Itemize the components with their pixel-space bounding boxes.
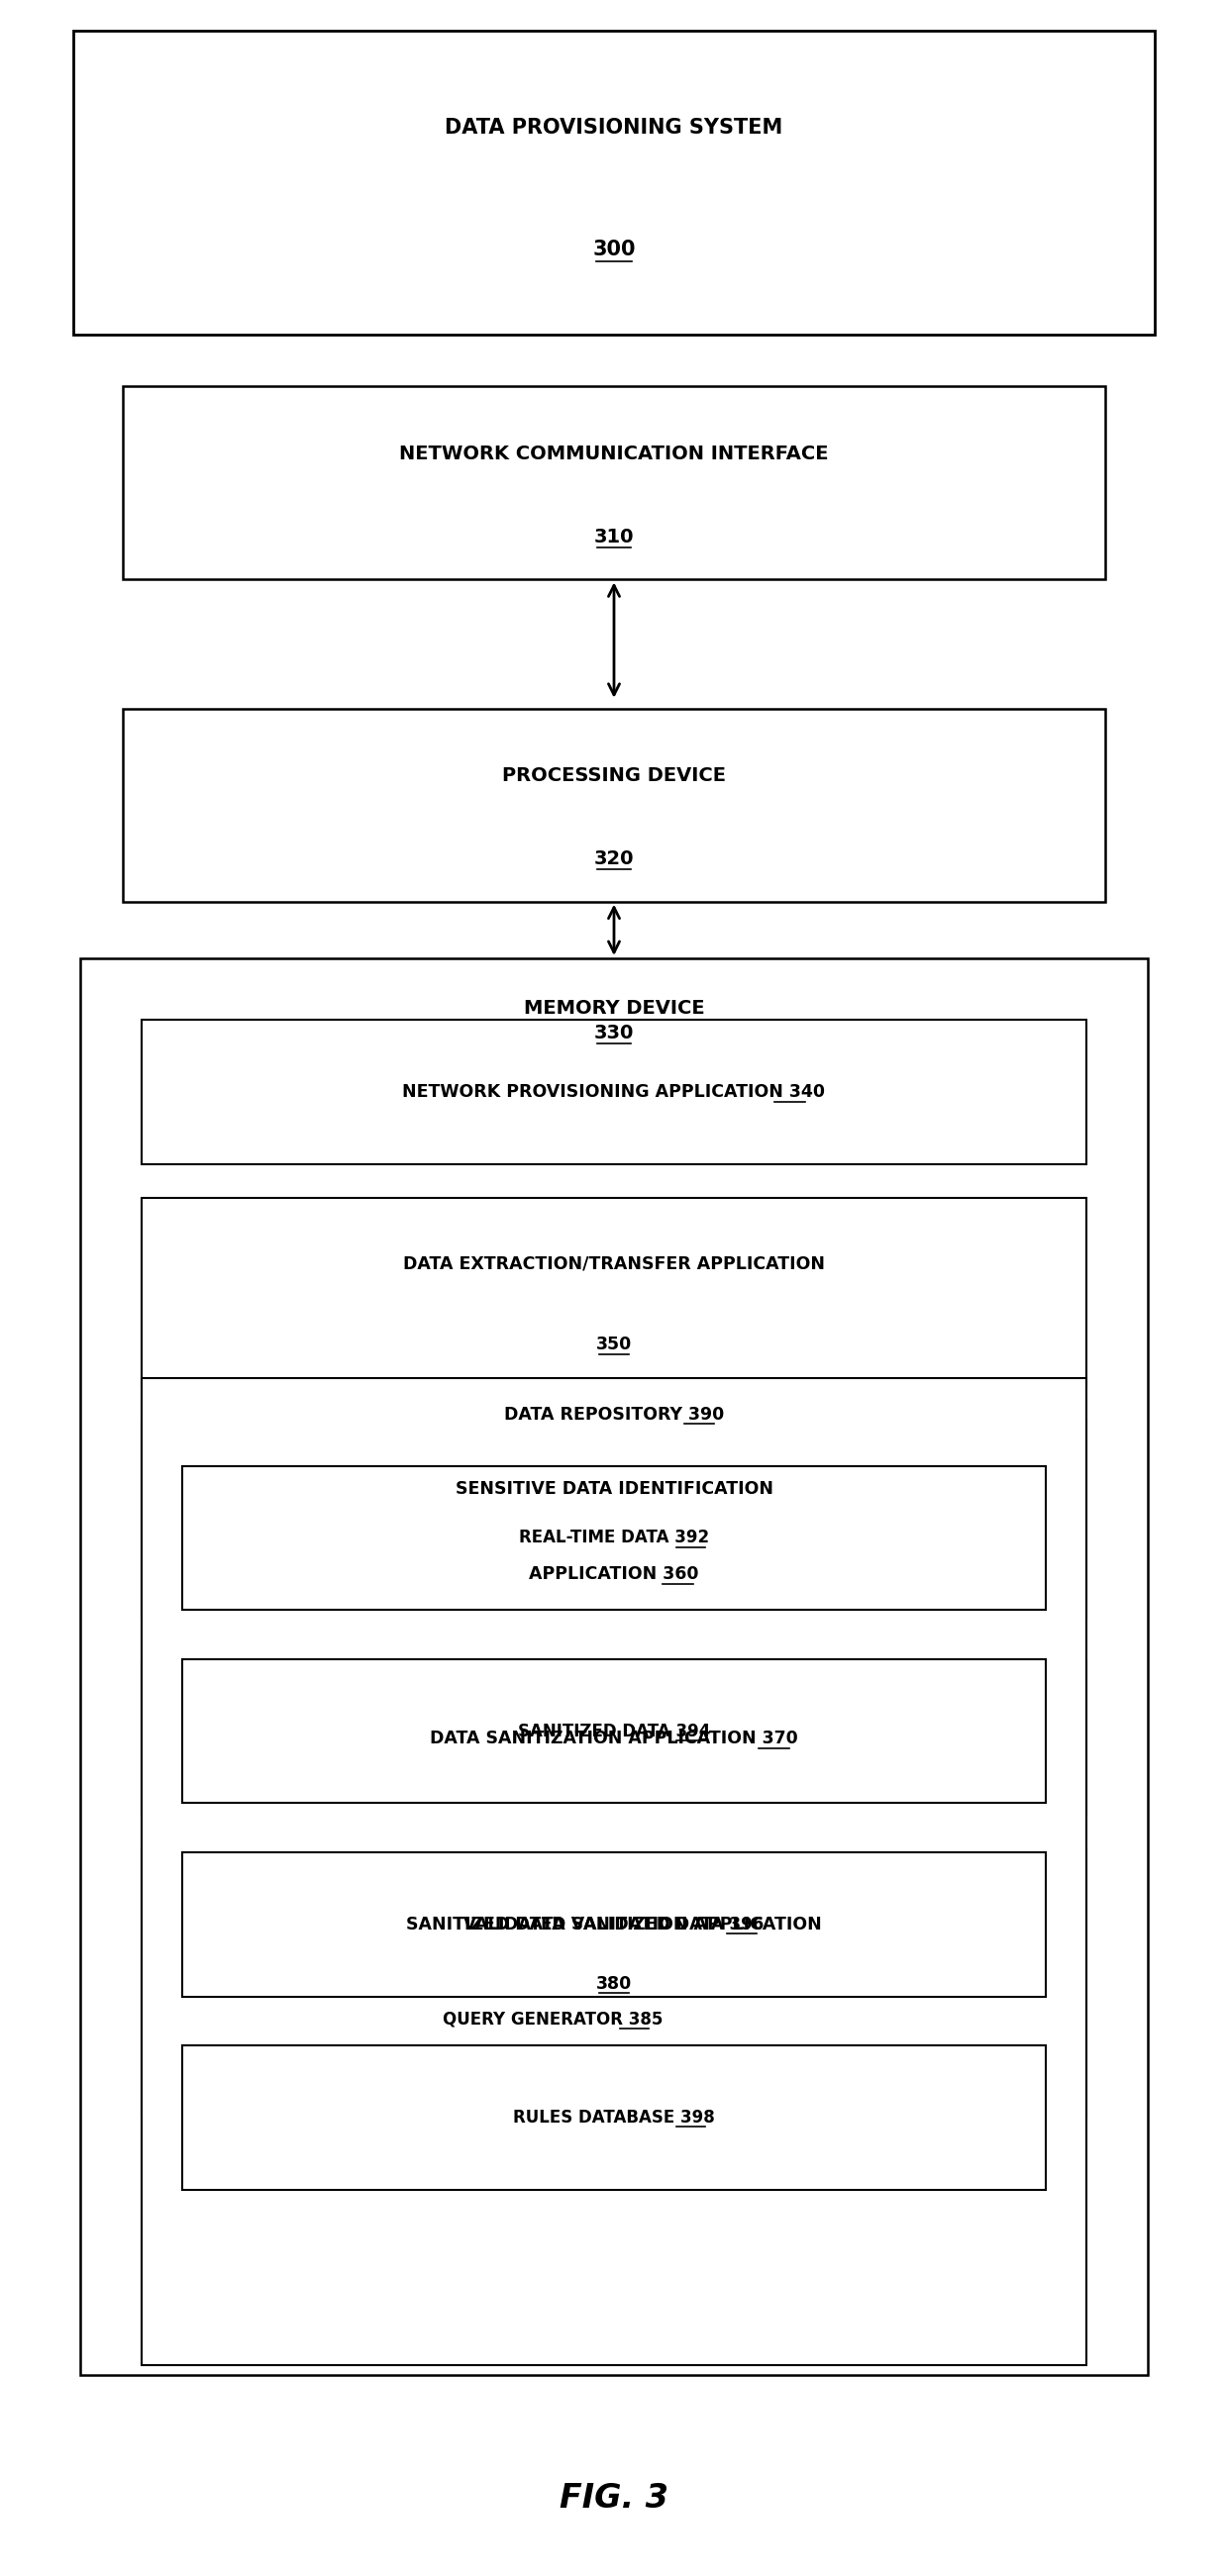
Text: NETWORK COMMUNICATION INTERFACE: NETWORK COMMUNICATION INTERFACE xyxy=(399,446,829,464)
Text: SENSITIVE DATA IDENTIFICATION: SENSITIVE DATA IDENTIFICATION xyxy=(456,1479,772,1497)
Bar xyxy=(123,386,1105,580)
Bar xyxy=(74,31,1154,335)
Bar xyxy=(123,708,1105,902)
Text: DATA PROVISIONING SYSTEM: DATA PROVISIONING SYSTEM xyxy=(445,118,783,139)
Text: SANITIZED DATA 394: SANITIZED DATA 394 xyxy=(518,1723,710,1739)
Bar xyxy=(141,1850,1087,2117)
Text: 380: 380 xyxy=(596,1976,632,1991)
Bar xyxy=(141,1419,1087,1618)
Text: FIG. 3: FIG. 3 xyxy=(560,2483,668,2514)
Text: APPLICATION 360: APPLICATION 360 xyxy=(529,1566,699,1584)
Text: REAL-TIME DATA 392: REAL-TIME DATA 392 xyxy=(519,1530,709,1546)
Text: 320: 320 xyxy=(594,850,634,868)
Bar xyxy=(182,1852,1046,1996)
Text: 350: 350 xyxy=(596,1334,632,1352)
Bar xyxy=(182,1659,1046,1803)
Text: 300: 300 xyxy=(592,240,636,260)
Bar xyxy=(182,1466,1046,1610)
Text: VALIDATED SANITIZED DATA 396: VALIDATED SANITIZED DATA 396 xyxy=(464,1917,764,1932)
Text: SANITIZED DATA VALIDATION APPLICATION: SANITIZED DATA VALIDATION APPLICATION xyxy=(406,1917,822,1935)
Bar xyxy=(141,1378,1087,2365)
Bar xyxy=(264,1953,841,2087)
Text: DATA REPOSITORY 390: DATA REPOSITORY 390 xyxy=(503,1406,725,1425)
Bar xyxy=(141,1662,1087,1816)
Text: 310: 310 xyxy=(594,528,634,546)
Text: 330: 330 xyxy=(594,1023,634,1043)
Bar xyxy=(141,1020,1087,1164)
Bar xyxy=(80,958,1148,2375)
Text: PROCESSING DEVICE: PROCESSING DEVICE xyxy=(502,768,726,786)
Text: DATA EXTRACTION/TRANSFER APPLICATION: DATA EXTRACTION/TRANSFER APPLICATION xyxy=(403,1255,825,1273)
Text: RULES DATABASE 398: RULES DATABASE 398 xyxy=(513,2110,715,2125)
Bar xyxy=(141,1198,1087,1386)
Bar xyxy=(182,2045,1046,2190)
Text: MEMORY DEVICE: MEMORY DEVICE xyxy=(523,999,705,1018)
Text: DATA SANITIZATION APPLICATION 370: DATA SANITIZATION APPLICATION 370 xyxy=(430,1731,798,1747)
Text: NETWORK PROVISIONING APPLICATION 340: NETWORK PROVISIONING APPLICATION 340 xyxy=(403,1084,825,1100)
Text: QUERY GENERATOR 385: QUERY GENERATOR 385 xyxy=(442,2012,663,2027)
